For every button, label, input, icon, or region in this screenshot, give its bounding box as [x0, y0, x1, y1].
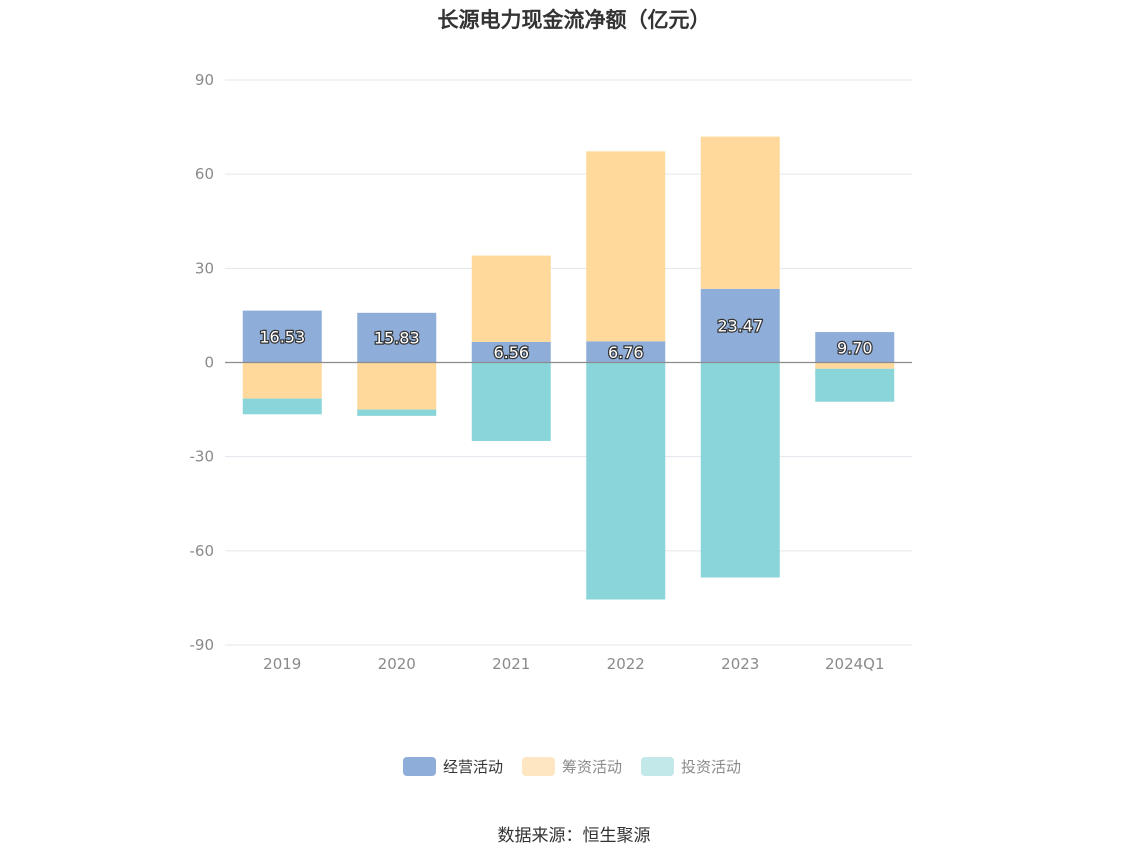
bar-financing	[242, 362, 322, 399]
bar-operating	[242, 310, 322, 363]
legend-label: 经营活动	[443, 758, 503, 776]
legend-swatch	[403, 757, 436, 776]
y-tick-label: 0	[204, 354, 214, 372]
y-tick-label: 90	[195, 71, 214, 89]
data-label: 9.70	[837, 338, 873, 357]
x-tick-label: 2021	[492, 655, 530, 673]
bar-operating	[357, 312, 437, 363]
data-label: 23.47	[717, 317, 763, 336]
y-tick-label: 60	[195, 165, 214, 183]
x-tick-label: 2023	[721, 655, 759, 673]
bar-financing	[700, 136, 780, 289]
bar-operating	[815, 332, 895, 363]
legend-swatch	[522, 757, 555, 776]
legend-label: 投资活动	[681, 758, 741, 776]
y-tick-label: 30	[195, 259, 214, 277]
data-label: 16.53	[259, 328, 305, 347]
bar-financing	[357, 362, 437, 410]
bar-operating	[700, 288, 780, 363]
x-tick-label: 2019	[263, 655, 301, 673]
bar-financing	[586, 151, 666, 342]
legend-label: 筹资活动	[562, 758, 622, 776]
data-label: 15.83	[374, 329, 420, 348]
bar-investing	[471, 362, 551, 441]
bar-investing	[357, 409, 437, 416]
data-label: 6.76	[608, 343, 644, 362]
y-tick-label: -30	[190, 448, 215, 466]
bar-financing	[471, 255, 551, 342]
x-tick-label: 2024Q1	[825, 655, 885, 673]
bar-investing	[586, 362, 666, 600]
data-label: 6.56	[493, 343, 529, 362]
legend-swatch	[641, 757, 674, 776]
bar-investing	[700, 362, 780, 578]
bar-operating	[471, 341, 551, 363]
bar-operating	[586, 341, 666, 363]
bar-investing	[242, 398, 322, 415]
y-tick-label: -60	[190, 542, 215, 560]
source-note: 数据来源：恒生聚源	[497, 826, 651, 846]
x-tick-label: 2022	[607, 655, 645, 673]
bar-investing	[815, 368, 895, 402]
x-tick-label: 2020	[378, 655, 416, 673]
bar-financing	[815, 362, 895, 369]
y-tick-label: -90	[190, 636, 215, 654]
chart-title: 长源电力现金流净额（亿元）	[437, 8, 711, 32]
